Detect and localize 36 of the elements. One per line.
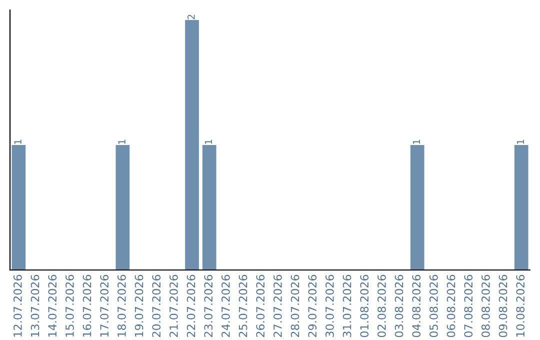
x-tick-label: 01.08.2026 xyxy=(360,274,369,338)
x-tick-label: 18.07.2026 xyxy=(117,274,126,337)
x-tick-label: 02.08.2026 xyxy=(377,274,386,338)
x-tick-label: 15.07.2026 xyxy=(65,274,74,337)
x-tick-label: 16.07.2026 xyxy=(82,274,92,337)
data-label: 1 xyxy=(14,140,22,144)
x-tick-label: 30.07.2026 xyxy=(325,274,334,337)
x-tick-label: 26.07.2026 xyxy=(256,274,265,337)
x-tick-label: 24.07.2026 xyxy=(221,274,230,337)
x-tick-label: 08.08.2026 xyxy=(481,274,490,338)
x-tick-label: 06.08.2026 xyxy=(446,274,456,338)
x-tick-label: 22.07.2026 xyxy=(186,274,196,337)
data-label: 1 xyxy=(516,140,524,144)
x-tick-label: 23.07.2026 xyxy=(204,274,213,337)
data-label: 1 xyxy=(118,140,126,144)
x-tick-label: 03.08.2026 xyxy=(394,274,404,338)
x-tick-label: 07.08.2026 xyxy=(464,274,473,338)
x-tick-label: 27.07.2026 xyxy=(273,274,282,337)
data-label: 2 xyxy=(187,14,195,20)
x-tick-label: 31.07.2026 xyxy=(342,274,352,337)
data-label: 1 xyxy=(412,140,420,144)
x-tick-label: 17.07.2026 xyxy=(100,274,109,337)
x-tick-label: 29.07.2026 xyxy=(308,274,317,337)
x-tick-label: 04.08.2026 xyxy=(412,274,421,338)
x-tick-label: 21.07.2026 xyxy=(169,274,178,337)
x-tick-label: 09.08.2026 xyxy=(498,274,508,338)
data-label: 1 xyxy=(204,140,212,144)
x-tick-label: 19.07.2026 xyxy=(134,274,144,337)
x-tick-label: 10.08.2026 xyxy=(516,274,525,337)
x-tick-label: 20.07.2026 xyxy=(152,274,161,337)
x-tick-label: 05.08.2026 xyxy=(429,274,438,338)
x-tick-label: 12.07.2026 xyxy=(13,274,22,337)
x-tick-label: 13.07.2026 xyxy=(30,274,40,337)
x-tick-label: 25.07.2026 xyxy=(238,274,248,337)
x-tick-label: 14.07.2026 xyxy=(48,274,57,337)
x-tick-label: 28.07.2026 xyxy=(290,274,300,337)
